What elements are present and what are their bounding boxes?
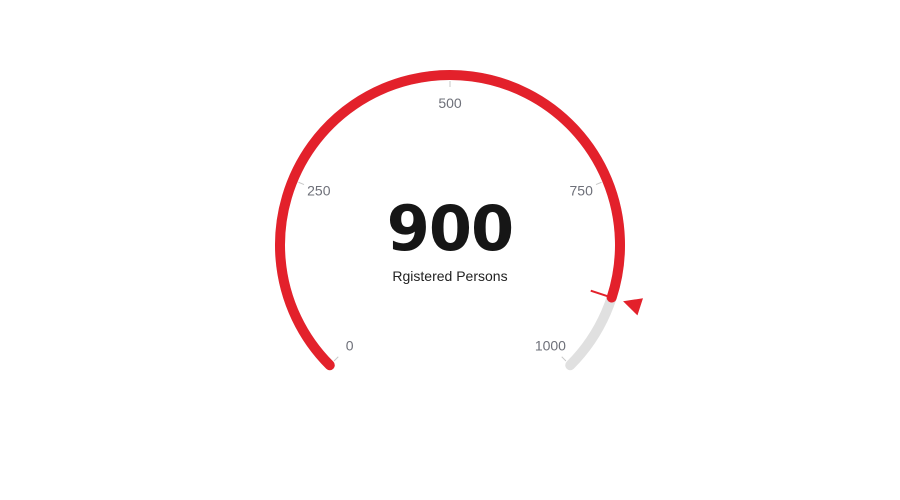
gauge-tick-label: 1000 bbox=[535, 337, 566, 353]
gauge-tick bbox=[333, 356, 339, 362]
gauge-value-marker bbox=[590, 289, 611, 298]
gauge-tick-labels: 0 250 500 750 1000 bbox=[307, 95, 593, 353]
gauge-ticks bbox=[298, 81, 602, 362]
gauge-tick-label: 250 bbox=[307, 183, 331, 199]
gauge-tick bbox=[298, 181, 305, 185]
gauge-tick-label: 750 bbox=[570, 183, 594, 199]
gauge-tick-label: 0 bbox=[346, 337, 354, 353]
gauge-caption: Rgistered Persons bbox=[392, 268, 508, 284]
gauge-progress bbox=[275, 70, 625, 371]
gauge-value: 900 bbox=[386, 192, 514, 265]
gauge-pointer bbox=[623, 298, 643, 316]
gauge-tick-label: 500 bbox=[438, 95, 462, 111]
gauge-tick bbox=[561, 356, 567, 362]
gauge-tick bbox=[595, 181, 602, 185]
